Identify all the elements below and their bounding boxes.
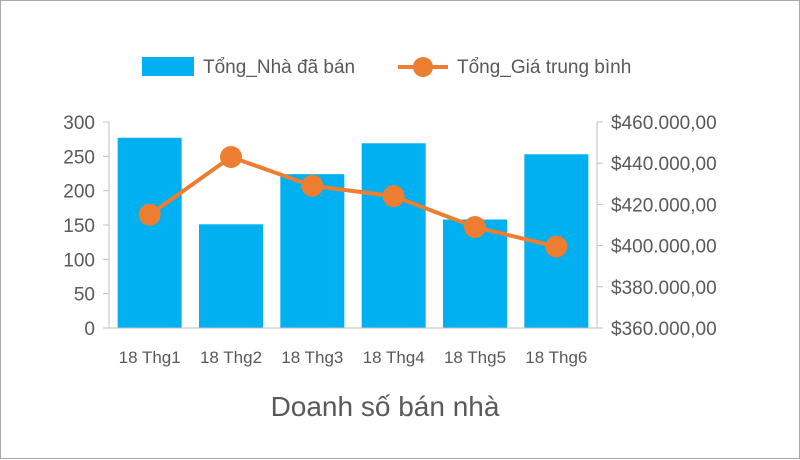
- x-tick-label: 18 Thg2: [200, 348, 262, 367]
- x-tick-label: 18 Thg6: [525, 348, 587, 367]
- chart-title: Doanh số bán nhà: [271, 391, 500, 422]
- right-tick-label: $420.000,00: [611, 195, 717, 216]
- left-tick-label: 0: [84, 319, 95, 340]
- line-series: [138, 146, 568, 258]
- legend-line-label: Tổng_Giá trung bình: [457, 57, 631, 78]
- line-point: [545, 235, 568, 258]
- bar: [199, 224, 263, 328]
- x-tick-label: 18 Thg4: [363, 348, 425, 367]
- line-point: [382, 185, 405, 208]
- bar-series: [117, 137, 589, 328]
- x-tick-label: 18 Thg5: [444, 348, 506, 367]
- legend-line-marker: [413, 57, 433, 77]
- bar: [117, 137, 182, 328]
- left-tick-label: 50: [74, 285, 95, 306]
- right-axis: $360.000,00 $380.000,00 $400.000,00 $420.00…: [596, 113, 717, 340]
- line-point: [464, 216, 486, 239]
- left-tick-label: 250: [63, 147, 95, 168]
- left-tick-label: 300: [63, 113, 95, 134]
- legend-bar-swatch: [142, 57, 194, 76]
- x-axis-labels: 18 Thg1 18 Thg2 18 Thg3 18 Thg4 18 Thg5 18 Th…: [119, 348, 588, 367]
- line-point: [220, 146, 242, 169]
- x-tick-label: 18 Thg1: [119, 348, 181, 367]
- right-tick-label: $360.000,00: [611, 319, 717, 340]
- bar: [361, 143, 426, 328]
- left-tick-label: 200: [63, 182, 95, 203]
- line-point: [138, 203, 161, 226]
- series-line: [148, 155, 557, 249]
- left-tick-label: 150: [63, 216, 95, 237]
- left-tick-label: 100: [63, 250, 95, 271]
- x-tick-label: 18 Thg3: [281, 348, 343, 367]
- right-tick-label: $440.000,00: [611, 154, 717, 175]
- right-tick-label: $400.000,00: [611, 237, 717, 258]
- left-axis: 0 50 100 150 200 250 300: [63, 113, 110, 340]
- right-tick-label: $460.000,00: [611, 113, 717, 134]
- legend-bar-label: Tổng_Nhà đã bán: [203, 57, 355, 78]
- bar: [280, 174, 345, 328]
- legend: Tổng_Nhà đã bán Tổng_Giá trung bình: [142, 57, 631, 78]
- line-point: [301, 174, 324, 197]
- right-tick-label: $380.000,00: [611, 278, 717, 299]
